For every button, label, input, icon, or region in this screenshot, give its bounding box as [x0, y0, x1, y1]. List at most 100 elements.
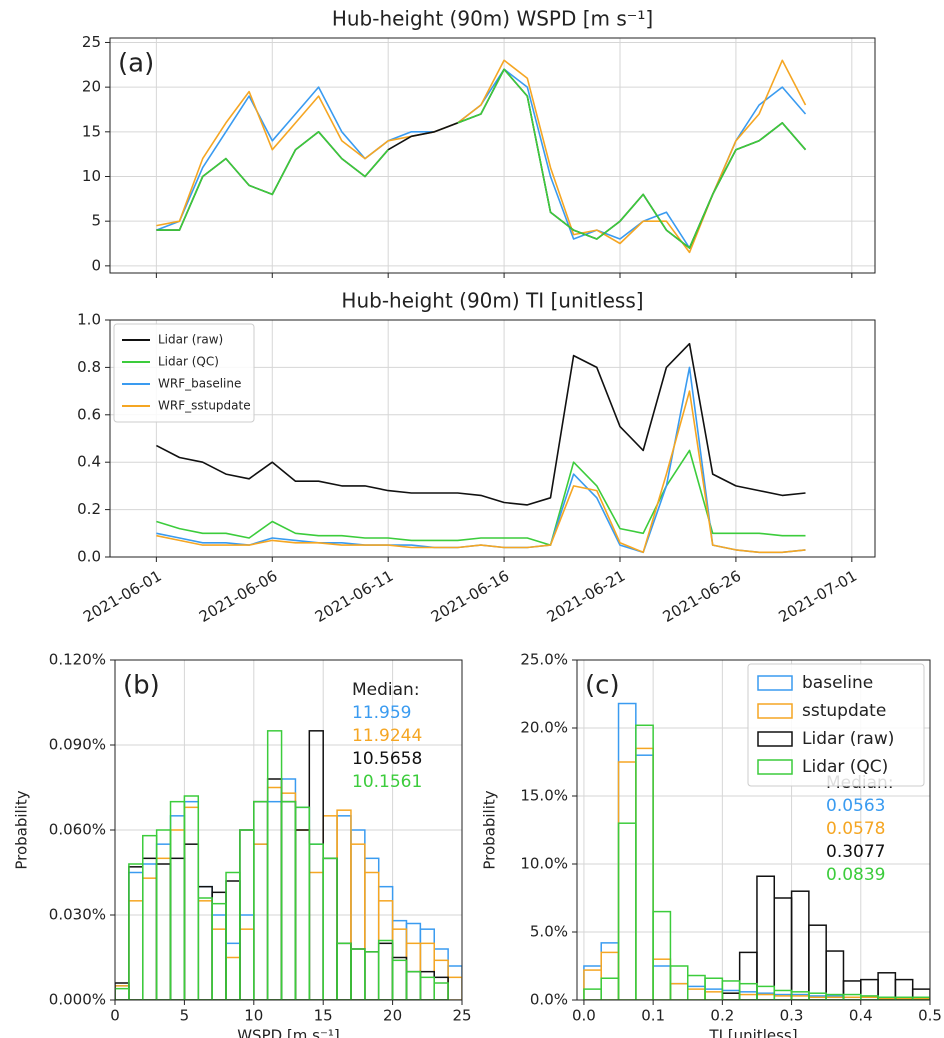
- y-tick-label: 0.4: [77, 453, 101, 471]
- hist-bin: [266, 778, 283, 1000]
- hist-bin: [721, 992, 741, 1000]
- median-value: 0.0839: [826, 865, 885, 885]
- hist-bin: [433, 976, 449, 1000]
- y-tick-label: 5: [91, 212, 101, 230]
- hist-bin: [128, 863, 144, 1000]
- legend-label: Lidar (QC): [158, 355, 219, 369]
- hist-bin: [169, 857, 186, 1000]
- hist-bin: [721, 992, 741, 1000]
- median-value: 10.5658: [352, 749, 422, 769]
- x-tick-label: 2021-06-01: [80, 567, 165, 626]
- hist-bin: [211, 914, 227, 1000]
- hist-bin: [600, 942, 620, 1000]
- hist-bin: [266, 730, 283, 1000]
- hist-bin: [419, 976, 435, 1000]
- panel: 0.0% 5.0% 10.0% 15.0% 20.0% 25.0% 0.0 0.1 0.2 0.3…: [481, 651, 942, 1038]
- hist-bin: [391, 959, 408, 1000]
- hist-bin: [600, 977, 620, 1000]
- hist-bin: [142, 863, 158, 1000]
- y-tick-label: 0.0: [77, 548, 101, 566]
- plot-area: [156, 342, 806, 554]
- x-tick-label: 2021-07-01: [776, 567, 861, 626]
- hist-bin: [155, 843, 172, 1000]
- y-tick-label: 0.2: [77, 500, 101, 518]
- median-value: 10.1561: [352, 772, 422, 792]
- x-tick-label: 10: [244, 1007, 263, 1025]
- x-tick-label: 0.5: [918, 1007, 942, 1025]
- hist-bin: [738, 993, 758, 1000]
- hist-bin: [142, 877, 158, 1000]
- legend-box: [113, 323, 255, 423]
- hist-bin: [364, 951, 380, 1000]
- hist-bin: [447, 965, 462, 1000]
- hist-bin: [169, 815, 186, 1000]
- hist-bin: [322, 857, 338, 1000]
- hist-bin: [686, 988, 706, 1000]
- hist-bin: [128, 866, 144, 1000]
- series-line: [156, 59, 807, 254]
- hist-bin: [280, 800, 297, 1000]
- x-tick-label: 0.4: [849, 1007, 873, 1025]
- hist-bin: [419, 970, 435, 1000]
- plot-frame: [576, 659, 931, 1001]
- hist-bin: [635, 754, 654, 1000]
- hist-bin: [155, 857, 172, 1000]
- hist-bin: [211, 891, 227, 1000]
- hist-bin: [686, 974, 706, 1000]
- plot-frame: [114, 659, 463, 1001]
- hist-bin: [155, 863, 172, 1000]
- hist-bin: [308, 843, 324, 1000]
- hist-bin: [391, 956, 408, 1000]
- hist-bin: [617, 761, 637, 1000]
- hist-bin: [790, 890, 810, 1000]
- x-tick-label: 2021-06-26: [660, 567, 745, 626]
- series-line: [156, 68, 807, 249]
- median-title: Median:: [352, 680, 420, 700]
- hist-bin: [294, 806, 311, 1000]
- x-tick-label: 0.3: [780, 1007, 804, 1025]
- hist-bin: [308, 871, 324, 1000]
- hist-bin: [183, 800, 200, 1000]
- plot-frame: [109, 319, 876, 558]
- hist-bin: [704, 991, 724, 1000]
- x-axis-label: TI [unitless]: [708, 1027, 797, 1038]
- hist-bin: [419, 928, 435, 1000]
- hist-bin: [142, 834, 158, 1000]
- legend-swatch: [757, 731, 793, 747]
- hist-bin: [239, 914, 255, 1000]
- hist-bin: [377, 900, 394, 1000]
- hist-bin: [280, 800, 297, 1000]
- hist-bin: [433, 948, 449, 1000]
- hist-bin: [617, 702, 637, 1000]
- hist-bin: [738, 951, 758, 1000]
- panel-label: (c): [585, 671, 620, 701]
- x-tick-label: 20: [383, 1007, 402, 1025]
- legend-label: baseline: [802, 673, 873, 693]
- legend: Lidar (raw) Lidar (QC) WRF_baseline WRF_sst…: [113, 323, 255, 423]
- hist-bin: [405, 970, 422, 1000]
- series-line: [156, 449, 806, 546]
- hist-bin: [253, 843, 269, 1000]
- y-axis-label: Probability: [13, 790, 31, 869]
- hist-bin: [197, 885, 213, 1000]
- hist-bin: [183, 795, 200, 1000]
- hist-bin: [350, 948, 366, 1000]
- hist-bin: [336, 942, 352, 1000]
- hist-bin: [322, 857, 338, 1000]
- legend-swatch: [757, 675, 793, 691]
- hist-bin: [391, 928, 408, 1000]
- median-value: 11.959: [352, 703, 411, 723]
- legend-label: sstupdate: [802, 701, 886, 721]
- hist-bin: [635, 747, 654, 1000]
- hist-bin: [721, 989, 741, 1000]
- legend-swatch: [757, 703, 793, 719]
- hist-bin: [253, 800, 269, 1000]
- hist-bin: [266, 800, 283, 1000]
- hist-bin: [336, 815, 352, 1000]
- panel: 0 5 10 15 20 25 Hub-height (90m) WSPD [m s⁻¹] (…: [82, 7, 876, 278]
- hist-bin: [600, 951, 620, 1000]
- hist-bin: [364, 951, 380, 1000]
- x-tick-label: 25: [452, 1007, 471, 1025]
- y-tick-label: 1.0: [77, 311, 101, 329]
